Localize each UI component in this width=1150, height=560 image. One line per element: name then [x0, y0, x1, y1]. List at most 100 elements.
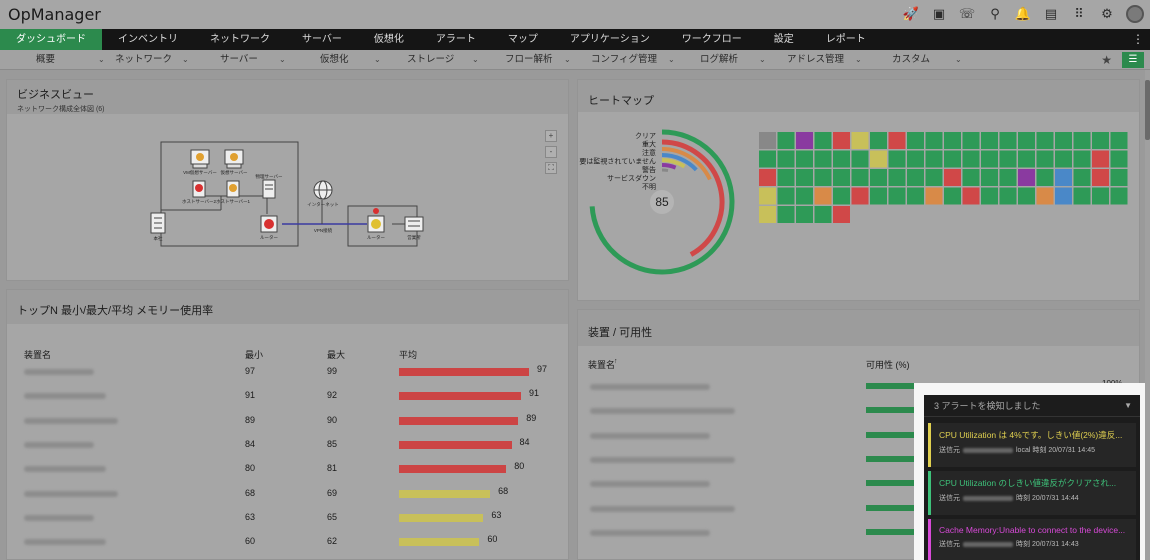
heatmap-cell[interactable]	[777, 206, 795, 223]
heatmap-cell[interactable]	[1092, 187, 1109, 205]
heatmap-cell[interactable]	[999, 150, 1017, 168]
heatmap-cell[interactable]	[907, 150, 924, 168]
alert-title[interactable]: CPU Utilization のしきい値違反がクリアされ...	[939, 478, 1117, 488]
nav-item-6[interactable]: マップ	[507, 34, 538, 45]
col-availability[interactable]: 可用性 (%)	[866, 360, 910, 370]
heatmap-cell[interactable]	[1055, 169, 1072, 186]
heatmap-cell[interactable]	[796, 187, 813, 205]
avatar-icon[interactable]	[1126, 4, 1144, 24]
heatmap-cell[interactable]	[870, 132, 887, 149]
nav-item-4[interactable]: 仮想化	[373, 34, 404, 45]
video-icon[interactable]: ▣	[932, 6, 946, 21]
vm-server-node[interactable]	[190, 149, 210, 169]
heatmap-cell[interactable]	[833, 187, 850, 205]
heatmap-cell[interactable]	[1055, 187, 1072, 205]
heatmap-cell[interactable]	[1092, 132, 1109, 149]
col-max[interactable]: 最大	[327, 350, 346, 360]
heatmap-cell[interactable]	[944, 169, 961, 186]
heatmap-cell[interactable]	[944, 132, 961, 149]
collapse-caret-icon[interactable]: ▼	[1124, 401, 1132, 410]
heatmap-cell[interactable]	[1092, 169, 1109, 186]
heatmap-cell[interactable]	[1110, 150, 1128, 168]
heatmap-cell[interactable]	[759, 150, 776, 168]
subnav-item-2[interactable]: サーバー	[220, 54, 258, 65]
heatmap-cell[interactable]	[981, 169, 998, 186]
internet-globe-node[interactable]	[313, 180, 333, 200]
heatmap-cell[interactable]	[759, 132, 776, 149]
heatmap-cell[interactable]	[796, 169, 813, 186]
heatmap-cell[interactable]	[851, 169, 869, 186]
chevron-down-icon[interactable]: ⌄	[279, 55, 286, 64]
chevron-down-icon[interactable]: ⌄	[955, 55, 962, 64]
heatmap-cell[interactable]	[888, 169, 906, 186]
branch-building-node[interactable]	[404, 216, 424, 232]
gear-icon[interactable]: ⚙	[1101, 6, 1113, 21]
heatmap-cell[interactable]	[814, 169, 832, 186]
heatmap-cell[interactable]	[1018, 187, 1035, 205]
heatmap-cell[interactable]	[925, 169, 943, 186]
table-row[interactable]: 68 69 68	[7, 486, 568, 510]
heatmap-cell[interactable]	[833, 169, 850, 186]
chevron-down-icon[interactable]: ⌄	[759, 55, 766, 64]
heatmap-cell[interactable]	[888, 150, 906, 168]
table-row[interactable]: 97 99 97	[7, 364, 568, 388]
heatmap-cell[interactable]	[981, 187, 998, 205]
host-server-2-node[interactable]	[192, 180, 206, 198]
heatmap-cell[interactable]	[944, 187, 961, 205]
grid-icon[interactable]: ⠿	[1074, 6, 1084, 21]
zoom-out-button[interactable]: -	[545, 146, 557, 158]
nav-item-8[interactable]: ワークフロー	[681, 34, 742, 45]
rocket-icon[interactable]: 🚀	[902, 6, 920, 21]
subnav-item-1[interactable]: ネットワーク	[115, 54, 173, 65]
chevron-down-icon[interactable]: ⌄	[182, 55, 189, 64]
heatmap-cell[interactable]	[1092, 150, 1109, 168]
table-row[interactable]: 80 81 80	[7, 461, 568, 485]
heatmap-cell[interactable]	[870, 187, 887, 205]
chevron-down-icon[interactable]: ⌄	[472, 55, 479, 64]
hq-building-node[interactable]	[150, 212, 166, 234]
heatmap-cell[interactable]	[1110, 187, 1128, 205]
heatmap-cell[interactable]	[925, 150, 943, 168]
heatmap-cell[interactable]	[1036, 150, 1054, 168]
heatmap-cell[interactable]	[777, 132, 795, 149]
bell-icon[interactable]: 🔔	[1014, 6, 1032, 21]
heatmap-cell[interactable]	[981, 150, 998, 168]
heatmap-cell[interactable]	[870, 150, 887, 168]
heatmap-cell[interactable]	[1073, 169, 1091, 186]
nav-item-1[interactable]: インベントリ	[118, 34, 178, 45]
scroll-thumb[interactable]	[1145, 80, 1150, 140]
heatmap-cell[interactable]	[870, 169, 887, 186]
heatmap-cell[interactable]	[907, 132, 924, 149]
router-2-node[interactable]	[367, 208, 385, 233]
heatmap-cell[interactable]	[962, 132, 980, 149]
heatmap-cell[interactable]	[796, 206, 813, 223]
nav-item-10[interactable]: レポート	[825, 34, 866, 45]
heatmap-cell[interactable]	[1036, 132, 1054, 149]
heatmap-cell[interactable]	[851, 132, 869, 149]
heatmap-cell[interactable]	[759, 187, 776, 205]
heatmap-cell[interactable]	[981, 132, 998, 149]
heatmap-cell[interactable]	[1055, 132, 1072, 149]
subnav-item-0[interactable]: 概要	[36, 54, 56, 65]
heatmap-cell[interactable]	[944, 150, 961, 168]
widget-menu-button[interactable]: ☰	[1122, 52, 1144, 68]
heatmap-cell[interactable]	[851, 150, 869, 168]
subnav-item-8[interactable]: アドレス管理	[787, 54, 845, 65]
heatmap-cell[interactable]	[888, 187, 906, 205]
alert-title[interactable]: Cache Memory:Unable to connect to the de…	[939, 525, 1126, 535]
heatmap-cell[interactable]	[1110, 169, 1128, 186]
heatmap-cell[interactable]	[777, 169, 795, 186]
heatmap-cell[interactable]	[777, 187, 795, 205]
heatmap-cell[interactable]	[1036, 187, 1054, 205]
heatmap-cell[interactable]	[833, 132, 850, 149]
heatmap-cell[interactable]	[833, 150, 850, 168]
nav-item-3[interactable]: サーバー	[302, 34, 342, 45]
heatmap-cell[interactable]	[759, 206, 776, 223]
table-row[interactable]: 91 92 91	[7, 388, 568, 412]
heatmap-cell[interactable]	[759, 169, 776, 186]
nav-item-5[interactable]: アラート	[435, 34, 476, 45]
col-avail-device[interactable]: 装置名	[588, 360, 616, 370]
heatmap-cell[interactable]	[796, 132, 813, 149]
heatmap-cell[interactable]	[888, 132, 906, 149]
chevron-down-icon[interactable]: ⌄	[98, 55, 105, 64]
